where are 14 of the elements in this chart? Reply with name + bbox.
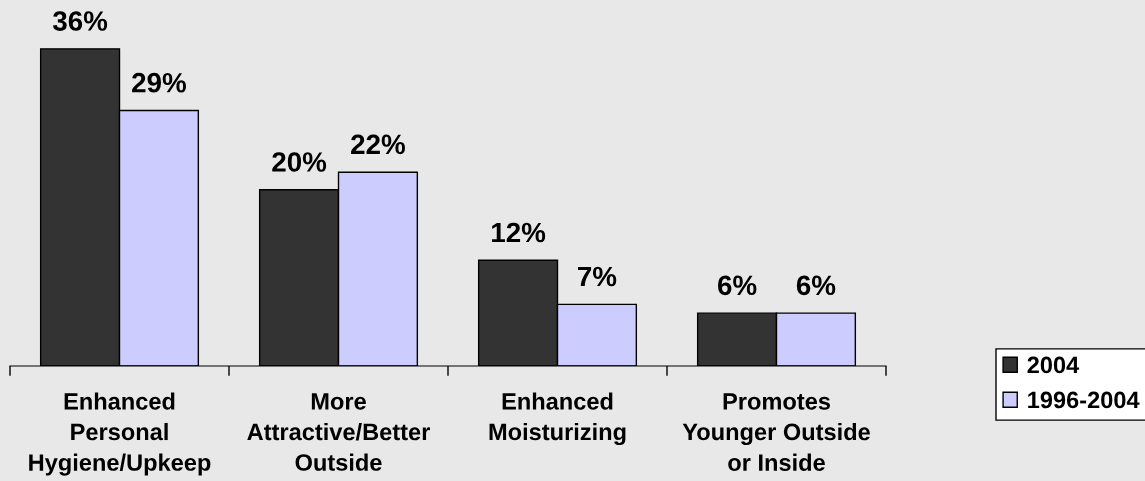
data-label: 29%	[132, 72, 186, 93]
data-label: 6%	[796, 275, 836, 296]
data-label: 22%	[351, 134, 405, 155]
legend-label: 1996-2004	[1028, 391, 1140, 409]
data-label: 36%	[52, 11, 108, 31]
data-label: 20%	[272, 152, 327, 172]
data-label: 7%	[578, 266, 617, 287]
data-label: 12%	[492, 222, 546, 243]
x-tick-label: More Attractive/Better Outside	[247, 393, 430, 471]
data-label: 6%	[718, 275, 757, 296]
x-tick-label: Enhanced Personal Hygiene/Upkeep	[29, 392, 211, 476]
x-tick-label: Enhanced Moisturizing	[489, 392, 626, 446]
x-tick-label: Promotes Younger Outside or Inside	[682, 393, 870, 471]
legend-label: 2004	[1027, 356, 1080, 374]
